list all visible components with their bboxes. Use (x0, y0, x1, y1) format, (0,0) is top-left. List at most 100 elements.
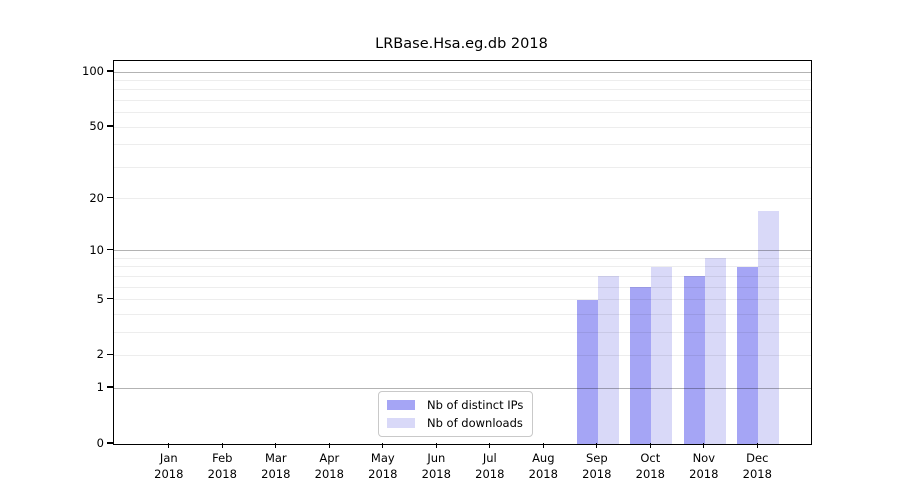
x-tick-month: Apr (319, 451, 340, 465)
y-tick-label: 0 (96, 436, 104, 450)
x-tick-month: Sep (585, 451, 608, 465)
x-tick-year: 2018 (635, 466, 665, 481)
y-gridline-minor (114, 198, 811, 200)
y-gridline-minor (114, 99, 811, 101)
x-tick-mark (542, 443, 544, 448)
x-tick-month: May (370, 451, 395, 465)
y-tick-mark (107, 297, 113, 300)
x-tick-month: Mar (264, 451, 287, 465)
x-tick-mark (221, 443, 223, 448)
x-tick-year: 2018 (689, 466, 719, 481)
x-tick-mark (649, 443, 651, 448)
legend-label-distinct-ips: Nb of distinct IPs (427, 398, 524, 412)
y-gridline-minor (114, 112, 811, 114)
x-tick-label: Jun 2018 (404, 451, 468, 482)
x-tick-year: 2018 (261, 466, 291, 481)
y-tick-mark (107, 70, 113, 72)
y-tick-mark (107, 442, 113, 444)
y-tick-label: 1 (96, 380, 104, 395)
x-tick-year: 2018 (528, 466, 558, 481)
x-tick-month: Jun (427, 451, 446, 465)
bar-downloads (597, 276, 619, 444)
y-tick-label: 10 (89, 242, 104, 257)
x-tick-label: Sep 2018 (565, 451, 629, 482)
x-tick-month: Dec (746, 451, 769, 465)
legend-item-downloads: Nb of downloads (387, 416, 523, 430)
y-gridline-minor (114, 331, 811, 333)
y-gridline-major (114, 71, 811, 73)
y-tick-mark (107, 249, 113, 251)
x-tick-mark (382, 443, 384, 448)
chart-title: LRBase.Hsa.eg.db 2018 (375, 36, 548, 52)
x-tick-mark (703, 443, 705, 448)
x-tick-label: Jan 2018 (137, 451, 201, 482)
x-tick-year: 2018 (154, 466, 184, 481)
x-tick-year: 2018 (314, 466, 344, 481)
y-tick-label: 50 (89, 119, 104, 134)
x-tick-label: Apr 2018 (297, 451, 361, 482)
legend-swatch-distinct-ips (387, 400, 415, 410)
legend: Nb of distinct IPs Nb of downloads (378, 391, 534, 437)
y-gridline-minor (114, 286, 811, 288)
x-tick-label: Aug 2018 (511, 451, 575, 482)
x-tick-mark (328, 443, 330, 448)
x-tick-label: Feb 2018 (190, 451, 254, 482)
x-tick-year: 2018 (475, 466, 505, 481)
y-gridline-major (114, 250, 811, 252)
y-tick-label: 20 (89, 190, 104, 205)
x-tick-month: Feb (212, 451, 233, 465)
x-tick-month: Nov (692, 451, 716, 465)
plot-area (113, 60, 812, 445)
x-tick-year: 2018 (582, 466, 612, 481)
x-tick-mark (435, 443, 437, 448)
legend-label-downloads: Nb of downloads (427, 416, 523, 430)
y-gridline-minor (114, 266, 811, 268)
x-tick-mark (596, 443, 598, 448)
y-gridline-minor (114, 89, 811, 91)
y-tick-mark (107, 386, 113, 388)
x-tick-label: May 2018 (351, 451, 415, 482)
y-gridline-minor (114, 79, 811, 81)
y-tick-mark (107, 196, 113, 199)
x-tick-month: Jul (482, 451, 497, 465)
x-tick-mark (489, 443, 491, 448)
x-tick-label: Dec 2018 (725, 451, 789, 482)
legend-swatch-downloads (387, 418, 415, 428)
y-gridline-minor (114, 126, 811, 128)
x-tick-year: 2018 (421, 466, 451, 481)
gridlines-layer (114, 61, 811, 444)
y-gridline-minor (114, 354, 811, 356)
bar-downloads (704, 258, 726, 444)
x-tick-year: 2018 (742, 466, 772, 481)
x-tick-label: Jul 2018 (458, 451, 522, 482)
x-tick-year: 2018 (207, 466, 237, 481)
y-gridline-minor (114, 166, 811, 168)
y-tick-mark (107, 353, 113, 356)
bar-distinct-ips (630, 287, 652, 444)
y-gridline-minor (114, 275, 811, 277)
x-tick-mark (275, 443, 277, 448)
y-tick-label: 2 (96, 347, 104, 362)
bar-downloads (758, 211, 780, 444)
y-tick-mark (107, 125, 113, 127)
x-tick-year: 2018 (368, 466, 398, 481)
y-gridline-minor (114, 257, 811, 259)
x-tick-label: Oct 2018 (618, 451, 682, 482)
y-tick-label: 100 (82, 64, 104, 78)
y-tick-label: 5 (96, 291, 104, 306)
y-gridline-minor (114, 144, 811, 146)
x-tick-month: Jan (159, 451, 178, 465)
x-tick-mark (756, 443, 758, 448)
x-tick-mark (168, 443, 170, 448)
x-tick-label: Nov 2018 (672, 451, 736, 482)
y-gridline-minor (114, 313, 811, 315)
x-tick-month: Oct (640, 451, 661, 465)
y-gridline-major (114, 387, 811, 389)
x-tick-month: Aug (532, 451, 555, 465)
bar-distinct-ips (576, 299, 598, 444)
x-tick-label: Mar 2018 (244, 451, 308, 482)
bar-distinct-ips (683, 276, 705, 444)
legend-item-distinct-ips: Nb of distinct IPs (387, 398, 523, 412)
y-gridline-minor (114, 299, 811, 301)
